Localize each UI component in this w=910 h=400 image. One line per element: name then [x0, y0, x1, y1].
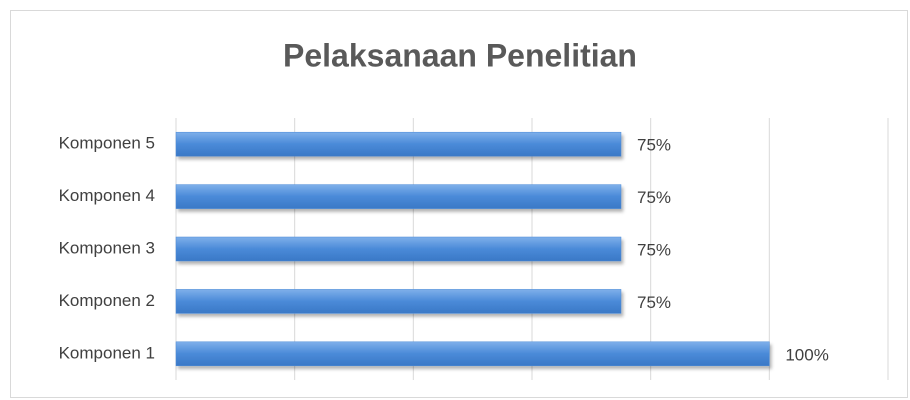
y-tick-label: Komponen 1: [59, 343, 155, 362]
y-tick-label: Komponen 5: [59, 134, 155, 153]
y-tick-label: Komponen 3: [59, 238, 155, 257]
y-tick-label: Komponen 2: [59, 291, 155, 310]
bar: [175, 131, 622, 157]
data-label: 75%: [637, 136, 671, 155]
data-label: 75%: [637, 240, 671, 259]
bar: [175, 184, 622, 209]
data-label: 75%: [637, 188, 671, 207]
data-label: 75%: [637, 293, 671, 312]
data-label: 100%: [785, 345, 828, 364]
bar: [175, 289, 622, 314]
y-tick-label: Komponen 4: [59, 186, 155, 205]
chart-title: Pelaksanaan Penelitian: [283, 37, 637, 73]
bar: [175, 341, 770, 367]
bar: [175, 236, 622, 262]
